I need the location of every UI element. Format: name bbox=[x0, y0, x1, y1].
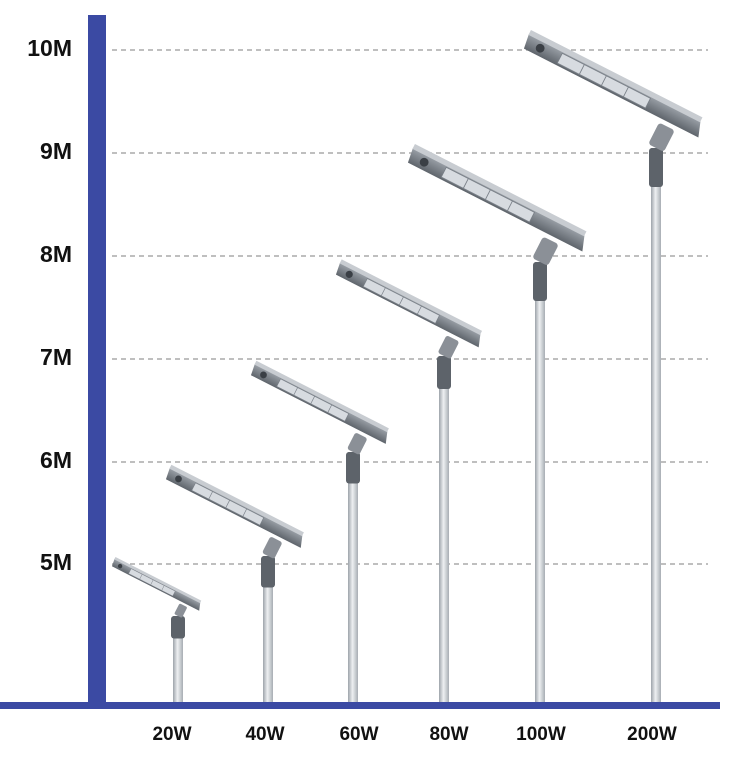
pole-sleeve bbox=[533, 262, 547, 301]
panel-divider bbox=[623, 86, 629, 98]
bracket bbox=[347, 433, 367, 455]
pole bbox=[439, 356, 449, 702]
bracket bbox=[649, 123, 674, 151]
bracket bbox=[262, 537, 282, 559]
height-grid bbox=[112, 49, 708, 565]
panel-divider bbox=[417, 305, 422, 315]
head-top bbox=[528, 29, 703, 123]
sensor bbox=[260, 371, 267, 379]
bracket bbox=[438, 336, 459, 359]
panel-divider bbox=[380, 287, 386, 296]
wattage-label: 40W bbox=[245, 724, 284, 745]
height-label: 8M bbox=[40, 241, 72, 267]
wattage-label: 60W bbox=[339, 724, 378, 745]
panel-divider bbox=[208, 491, 213, 500]
vertical-axis-bar bbox=[88, 15, 106, 707]
sensor bbox=[419, 157, 429, 167]
height-label: 10M bbox=[27, 35, 72, 61]
sensor bbox=[535, 43, 545, 53]
panel-divider bbox=[150, 579, 154, 585]
lamp-head bbox=[165, 464, 304, 559]
lamp-head bbox=[335, 259, 483, 359]
panel-divider bbox=[225, 500, 230, 508]
panel-divider bbox=[600, 75, 607, 86]
panel-divider bbox=[507, 200, 513, 212]
panel-divider bbox=[462, 178, 469, 189]
pole-sleeve bbox=[171, 616, 185, 639]
panel-divider bbox=[293, 387, 298, 396]
panel-divider bbox=[578, 64, 585, 75]
bracket bbox=[533, 237, 558, 265]
sensor bbox=[175, 475, 182, 483]
wattage-label: 200W bbox=[627, 724, 677, 745]
pole bbox=[263, 556, 273, 702]
panel-divider bbox=[161, 585, 165, 591]
wattage-label: 80W bbox=[429, 724, 468, 745]
height-label: 9M bbox=[40, 138, 72, 164]
lamp-head bbox=[407, 143, 587, 265]
bracket bbox=[174, 603, 187, 618]
height-label: 5M bbox=[40, 549, 72, 575]
height-label: 7M bbox=[40, 344, 72, 370]
panel-divider bbox=[327, 404, 332, 413]
head-top bbox=[114, 556, 202, 604]
wattage-label: 20W bbox=[152, 724, 191, 745]
lamp-head bbox=[250, 360, 389, 455]
panel-divider bbox=[398, 296, 404, 306]
pole-sleeve bbox=[649, 148, 663, 187]
panel-divider bbox=[310, 396, 315, 404]
pole bbox=[348, 452, 358, 702]
lamp-head bbox=[523, 29, 703, 151]
head-top bbox=[254, 360, 389, 433]
lamp-head bbox=[111, 556, 202, 618]
panel-divider bbox=[484, 189, 491, 200]
height-label: 6M bbox=[40, 447, 72, 473]
pole-sleeve bbox=[261, 556, 275, 588]
pole bbox=[173, 616, 183, 702]
pole bbox=[651, 148, 661, 702]
sensor bbox=[345, 270, 353, 278]
lamps bbox=[111, 29, 703, 702]
panel-divider bbox=[242, 508, 247, 517]
pole-sleeve bbox=[346, 452, 360, 484]
sensor bbox=[117, 563, 123, 569]
head-top bbox=[412, 143, 587, 237]
panel-divider bbox=[139, 574, 143, 580]
pole bbox=[535, 262, 545, 702]
baseline-bar bbox=[0, 702, 720, 709]
wattage-label: 100W bbox=[516, 724, 566, 745]
head-top bbox=[339, 259, 483, 335]
pole-sleeve bbox=[437, 356, 451, 389]
head-top bbox=[169, 464, 304, 537]
